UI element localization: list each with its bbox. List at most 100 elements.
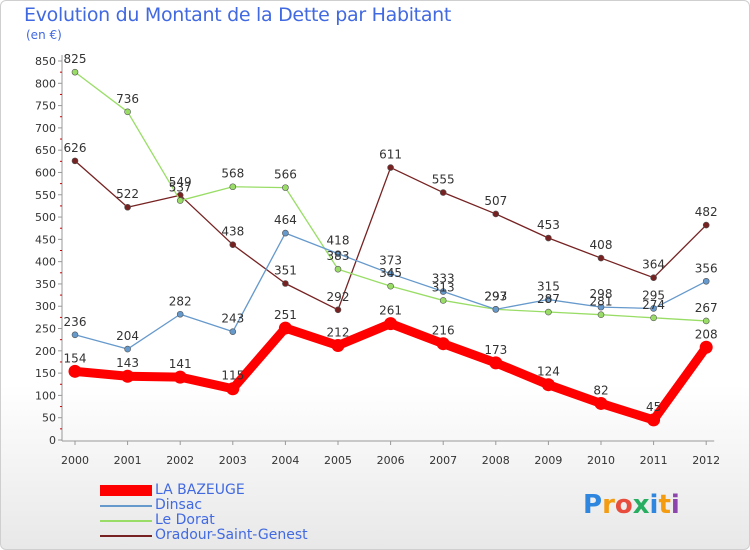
x-tick-label: 2004 [271, 454, 299, 467]
data-label: 141 [169, 357, 192, 371]
legend-label: Le Dorat [155, 512, 215, 528]
data-label: 356 [695, 261, 718, 275]
data-point [702, 317, 710, 325]
data-point [439, 189, 447, 196]
data-label: 287 [537, 292, 560, 306]
data-point [384, 317, 398, 331]
data-label: 549 [169, 175, 192, 189]
x-tick-label: 2000 [61, 454, 89, 467]
y-tick-label: 0 [49, 434, 56, 447]
data-point [176, 197, 184, 204]
logo-letter: t [658, 490, 671, 520]
data-point [387, 282, 394, 290]
legend-swatch-dinsac [100, 505, 152, 507]
data-point [229, 241, 237, 249]
data-label: 274 [642, 298, 665, 312]
logo-letter: x [632, 490, 650, 520]
data-label: 154 [64, 351, 87, 365]
x-tick-label: 2003 [219, 454, 247, 467]
y-tick-label: 400 [35, 256, 56, 269]
data-point [334, 265, 342, 273]
data-point [229, 328, 237, 335]
series-line-la-bazeuge [74, 319, 710, 425]
y-tick-label: 250 [35, 323, 56, 336]
data-point [226, 382, 240, 396]
data-label: 383 [327, 249, 350, 263]
data-point [176, 310, 184, 318]
data-point [282, 229, 289, 237]
data-label: 373 [379, 254, 402, 268]
data-point [71, 68, 79, 76]
data-point [545, 296, 552, 303]
logo-letter: i [649, 490, 659, 520]
data-label: 482 [695, 205, 718, 219]
data-point [702, 221, 710, 229]
chart-subtitle: (en €) [26, 28, 62, 42]
data-point [334, 306, 342, 314]
data-point [597, 311, 605, 319]
y-tick-label: 100 [35, 389, 56, 402]
logo-letter: r [602, 490, 615, 520]
data-label: 566 [274, 168, 297, 182]
data-label: 333 [432, 272, 455, 286]
data-label: 292 [327, 290, 350, 304]
data-point [124, 108, 131, 116]
data-label: 261 [379, 304, 402, 318]
x-tick-label: 2002 [166, 454, 194, 467]
data-label: 507 [484, 194, 507, 208]
data-label: 438 [221, 225, 244, 239]
data-point [278, 321, 292, 335]
data-label: 204 [116, 329, 139, 343]
data-point [387, 164, 394, 171]
data-label: 522 [116, 187, 139, 201]
data-label: 453 [537, 218, 560, 232]
data-label: 267 [695, 301, 718, 315]
legend-label: LA BAZEUGE [155, 482, 245, 498]
x-tick-label: 2012 [692, 454, 720, 467]
data-point [71, 157, 79, 165]
x-tick-label: 2011 [640, 454, 668, 467]
x-tick-label: 2001 [114, 454, 142, 467]
x-tick-label: 2006 [377, 454, 405, 467]
y-tick-label: 350 [35, 278, 56, 291]
data-label: 315 [537, 280, 560, 294]
x-tick-label: 2007 [429, 454, 457, 467]
data-point [334, 250, 342, 257]
chart-title: Evolution du Montant de la Dette par Hab… [24, 4, 452, 26]
data-label: 82 [593, 383, 608, 397]
data-label: 364 [642, 258, 665, 272]
data-label: 293 [484, 289, 507, 303]
data-point [597, 303, 605, 311]
y-tick-label: 200 [35, 345, 56, 358]
data-point [541, 378, 555, 392]
x-tick-label: 2010 [587, 454, 615, 467]
data-label: 216 [432, 324, 455, 338]
data-point [124, 345, 131, 353]
y-tick-label: 750 [35, 100, 56, 113]
data-point [71, 331, 79, 339]
data-point [282, 184, 289, 191]
data-label: 236 [64, 315, 87, 329]
y-tick-label: 50 [42, 412, 56, 425]
logo-letter: o [614, 490, 633, 520]
data-point [545, 308, 552, 316]
y-tick-label: 850 [35, 55, 56, 68]
data-point [545, 234, 552, 242]
data-label: 143 [116, 356, 139, 370]
data-label: 297 [484, 289, 507, 303]
data-label: 282 [169, 294, 192, 308]
data-label: 295 [642, 288, 665, 302]
data-point [492, 306, 500, 313]
data-label: 736 [116, 92, 139, 106]
data-label: 555 [432, 173, 455, 187]
x-tick-label: 2009 [534, 454, 562, 467]
legend-swatch-le-dorat [100, 520, 152, 522]
data-label: 825 [64, 52, 87, 66]
data-label: 208 [695, 327, 718, 341]
data-point [124, 203, 131, 211]
data-point [436, 337, 450, 351]
data-label: 313 [432, 280, 455, 294]
data-point [439, 297, 447, 304]
